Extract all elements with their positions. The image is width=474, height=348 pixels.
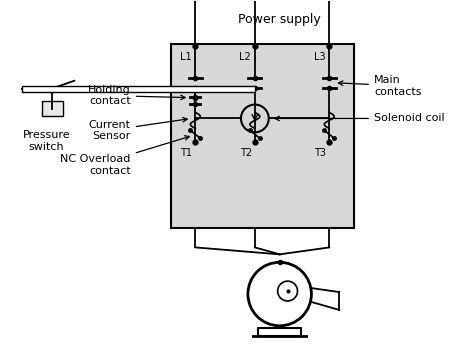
Text: Power supply: Power supply <box>238 13 321 26</box>
Circle shape <box>248 262 311 326</box>
Text: Solenoid coil: Solenoid coil <box>275 113 445 124</box>
Bar <box>171 44 354 228</box>
Bar <box>42 101 64 117</box>
Circle shape <box>278 281 298 301</box>
Text: T1: T1 <box>181 148 192 158</box>
Text: T3: T3 <box>314 148 326 158</box>
Text: L2: L2 <box>239 52 251 62</box>
Bar <box>22 86 255 92</box>
Text: T2: T2 <box>240 148 252 158</box>
Text: L3: L3 <box>314 52 325 62</box>
Text: Pressure
switch: Pressure switch <box>23 130 70 152</box>
Text: L1: L1 <box>180 52 191 62</box>
Text: Main
contacts: Main contacts <box>338 75 421 96</box>
Text: Holding
contact: Holding contact <box>88 85 185 106</box>
Text: NC Overload
contact: NC Overload contact <box>61 136 189 176</box>
Text: Current
Sensor: Current Sensor <box>89 118 187 141</box>
Bar <box>258 328 301 336</box>
